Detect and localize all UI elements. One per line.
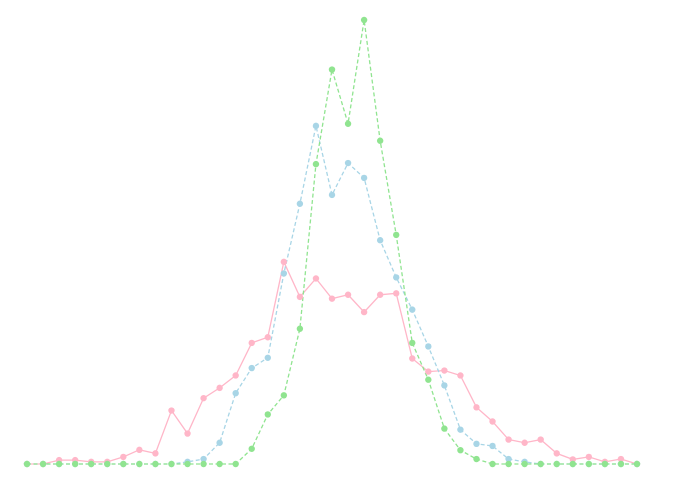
series-1-point [328, 295, 336, 302]
series-1-point [280, 258, 288, 266]
series-2-point [393, 274, 400, 281]
series-1-point [136, 446, 143, 454]
series-2-point [264, 354, 271, 361]
series-3-point [409, 339, 416, 347]
series-points [23, 16, 641, 468]
series-3-point [360, 16, 368, 24]
series-2-point [344, 159, 352, 167]
series-3-point [200, 460, 207, 468]
series-3-point [457, 446, 464, 454]
series-2-point [296, 200, 304, 207]
series-1-point [473, 404, 480, 411]
series-2-point [409, 306, 416, 313]
series-3-point [248, 445, 255, 452]
series-3-point [601, 460, 609, 468]
series-3-point [152, 460, 159, 468]
series-3-point [312, 160, 320, 168]
series-3-point [328, 66, 336, 73]
series-1-point [344, 291, 352, 298]
series-1-point [457, 372, 464, 379]
series-2-point [376, 237, 384, 244]
series-2-point [441, 382, 448, 389]
series-2-line [27, 125, 637, 465]
series-3-point [505, 460, 512, 468]
series-2-point [489, 442, 496, 450]
series-1-point [569, 456, 576, 463]
series-2-point [360, 174, 368, 182]
series-3-point [280, 392, 288, 399]
series-1-point [376, 291, 384, 298]
series-1-point [441, 367, 448, 374]
series-1-point [521, 439, 528, 446]
series-3-point [553, 460, 560, 468]
series-3-point [441, 425, 448, 432]
series-2-point [248, 364, 255, 372]
series-3-point [296, 325, 304, 332]
series-1-point [489, 418, 496, 425]
series-2-point [473, 440, 480, 448]
series-1-point [505, 436, 512, 443]
series-1-point [120, 453, 127, 461]
series-3-point [473, 455, 480, 463]
series-3-point [23, 460, 31, 468]
series-3-point [617, 460, 625, 468]
series-2-point [425, 343, 432, 350]
series-1-point [248, 339, 255, 347]
series-3-point [633, 460, 641, 468]
series-1-point [537, 436, 544, 443]
series-2-point [457, 426, 464, 433]
series-3-point [184, 460, 191, 468]
series-1-point [409, 355, 416, 362]
series-1-point [168, 407, 175, 414]
series-2-point [232, 389, 239, 397]
series-3-line [27, 19, 637, 465]
series-3-point [264, 411, 271, 418]
series-3-point [104, 460, 111, 468]
series-2-point [505, 455, 512, 463]
series-1-point [264, 334, 271, 341]
series-3-point [55, 460, 63, 468]
series-2-point [280, 270, 288, 277]
series-3-point [569, 460, 576, 468]
series-3-point [88, 460, 95, 468]
series-1-point [553, 450, 560, 457]
series-2-point [200, 455, 207, 463]
series-lines [27, 19, 638, 465]
series-3-point [168, 460, 175, 468]
series-2-point [328, 191, 336, 199]
series-1-point [232, 372, 239, 379]
series-1-point [585, 453, 593, 461]
series-1-point [312, 275, 320, 282]
series-3-point [489, 460, 496, 468]
series-3-point [425, 376, 432, 383]
series-3-point [393, 231, 400, 239]
series-1-line [27, 259, 638, 465]
series-1-point [296, 293, 304, 301]
series-3-point [232, 460, 239, 468]
series-3-point [71, 460, 79, 468]
series-1-point [617, 455, 625, 463]
series-1-point [216, 384, 223, 392]
series-1-point [425, 368, 432, 375]
series-3-point [344, 120, 352, 127]
series-3-point [376, 137, 384, 144]
series-1-point [393, 290, 400, 297]
series-1-point [360, 308, 368, 316]
series-1-point [184, 430, 191, 437]
series-3-point [585, 460, 593, 468]
series-3-point [521, 460, 528, 468]
series-3-point [216, 460, 223, 468]
series-3-point [537, 460, 544, 468]
series-3-point [120, 460, 127, 468]
series-2-point [216, 439, 223, 446]
series-1-point [152, 450, 159, 457]
series-2-point [312, 122, 320, 130]
series-3-point [39, 460, 47, 468]
series-1-point [200, 394, 207, 402]
series-3-point [136, 460, 143, 468]
